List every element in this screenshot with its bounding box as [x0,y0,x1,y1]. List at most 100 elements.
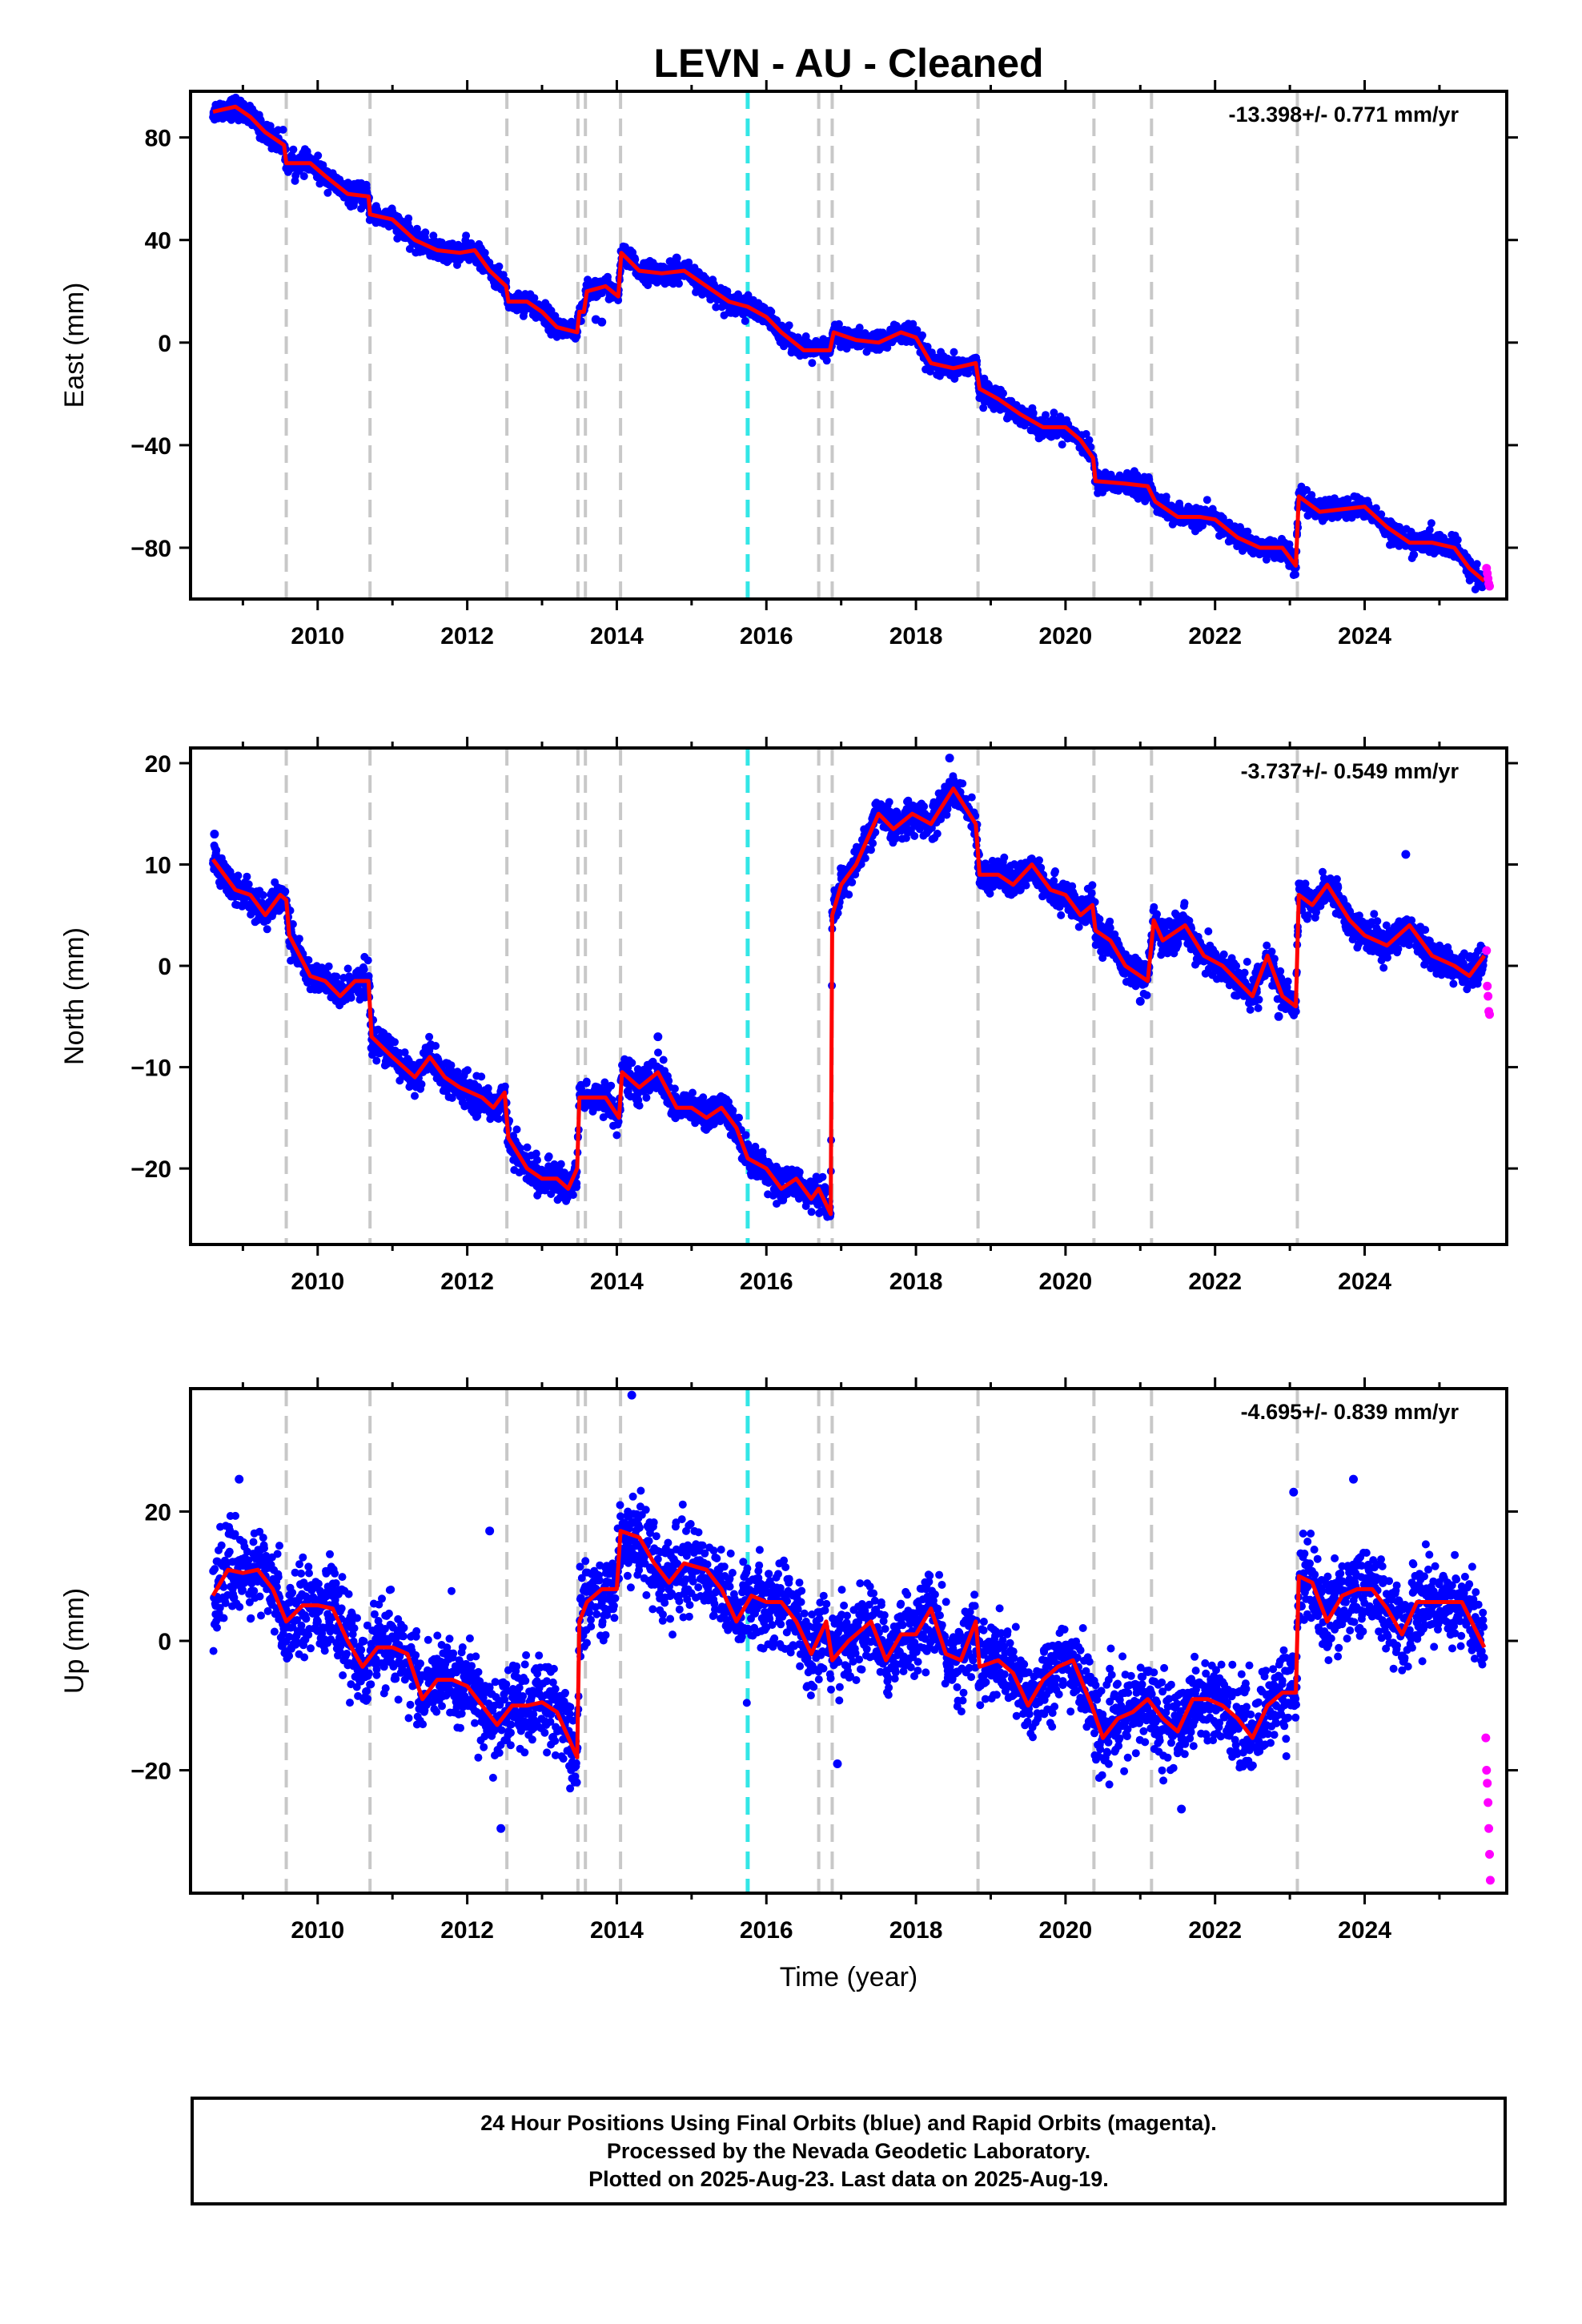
final-orbit-point [918,331,926,340]
final-orbit-point [1042,411,1050,420]
final-orbit-point [530,294,539,303]
final-orbit-point [391,1038,399,1047]
final-orbit-point [950,348,958,356]
velocity-rate-label: -13.398+/- 0.771 mm/yr [1229,103,1460,127]
final-orbit-point [741,316,749,325]
final-orbit-point [447,1061,456,1070]
final-orbit-point [359,965,368,974]
final-orbit-point [263,925,271,934]
final-orbit-point [614,1117,623,1126]
final-orbit-point [484,1084,492,1092]
final-orbit-point [785,321,793,330]
final-orbit-point [635,1101,644,1110]
y-tick-label: −40 [130,433,171,460]
final-orbit-point [659,1055,668,1064]
final-orbit-point [425,1032,434,1041]
final-orbit-point [234,871,243,880]
final-orbit-point [279,126,287,134]
final-orbit-point [421,228,430,237]
final-orbit-point [834,320,843,328]
final-orbit-point [1162,493,1170,501]
final-orbit-point [1056,412,1065,421]
final-orbit-point [1050,408,1058,417]
final-orbit-point [551,312,560,320]
final-orbit-point [512,1125,521,1134]
final-orbit-point [1425,525,1434,534]
final-orbit-point [523,1143,532,1152]
final-orbit-point [612,1131,621,1140]
x-tick-label: 2010 [291,623,344,649]
final-orbit-point [685,258,693,267]
final-orbit-point [462,231,471,240]
final-orbit-point [999,389,1007,398]
outlier-point [597,317,607,327]
final-orbit-point [1082,430,1090,438]
final-orbit-point [767,308,776,316]
final-orbit-point [494,1115,503,1124]
plot-frame [189,90,1508,601]
y-tick-label: 40 [145,228,171,255]
y-tick-label: −80 [130,536,171,562]
final-orbit-point [600,1078,609,1087]
final-orbit-point [464,1066,472,1075]
north-panel: 2010 2012 2014 2016 2018 2020 2022 2024−20−1001… [59,737,1518,1295]
y-tick-label: 0 [158,331,171,357]
final-orbit-point [1343,496,1352,505]
final-orbit-point [675,279,683,288]
x-tick-label: 2024 [1338,623,1391,649]
final-orbit-point [1371,504,1380,513]
final-orbit-point [243,872,251,881]
final-orbit-point [1291,570,1299,579]
final-orbit-point [477,1072,486,1081]
final-orbit-point [614,296,623,304]
final-orbit-point [372,1056,381,1065]
y-axis-label: East (mm) [59,283,90,408]
final-orbit-point [909,320,917,328]
final-orbit-point [244,880,253,889]
final-orbit-point [323,188,332,197]
x-tick-label: 2020 [1039,623,1093,649]
final-orbit-point [604,272,612,281]
figure-title: LEVN - AU - Cleaned [653,41,1043,86]
final-orbit-point [1029,408,1038,417]
outlier-point [672,253,681,263]
final-orbit-point [1133,471,1142,480]
x-tick-label: 2014 [590,623,644,649]
final-orbit-point [665,1076,673,1085]
final-orbit-point [1058,440,1066,449]
final-orbit-point [400,1048,409,1057]
final-orbit-point [281,887,290,896]
final-orbit-point [1410,550,1419,559]
final-orbit-point [1377,510,1386,519]
final-orbit-point [324,962,333,971]
final-orbit-point [808,359,817,368]
x-tick-label: 2016 [740,623,793,649]
east-panel: 2010 2012 2014 2016 2018 2020 2022 2024−80−4004… [59,80,1518,649]
final-orbit-point [855,324,864,332]
final-orbit-point [582,1077,591,1086]
plot-area [209,748,1495,1244]
final-orbit-point [411,1092,419,1100]
x-tick-label: 2022 [1188,623,1242,649]
final-orbit-point [259,891,267,899]
final-orbit-point [544,1152,553,1160]
final-orbit-point [417,1080,426,1088]
final-orbit-point [495,262,504,271]
final-orbit-point [1472,560,1481,569]
final-orbit-point [363,956,372,965]
rapid-orbit-points [1482,564,1495,591]
final-orbit-point [314,151,323,160]
final-orbit-point [642,1093,651,1102]
final-orbit-point [556,1160,565,1168]
final-orbit-point [533,1156,541,1164]
final-orbit-point [404,214,413,223]
final-orbit-point [1085,436,1094,444]
plot-area [209,91,1495,599]
x-tick-label: 2012 [440,623,494,649]
final-orbit-point [734,290,742,299]
final-orbit-point [572,1179,581,1188]
final-orbit-point [288,920,297,928]
model-fit-line [212,104,1486,583]
final-orbit-point [631,255,640,264]
final-orbit-point [343,964,352,973]
